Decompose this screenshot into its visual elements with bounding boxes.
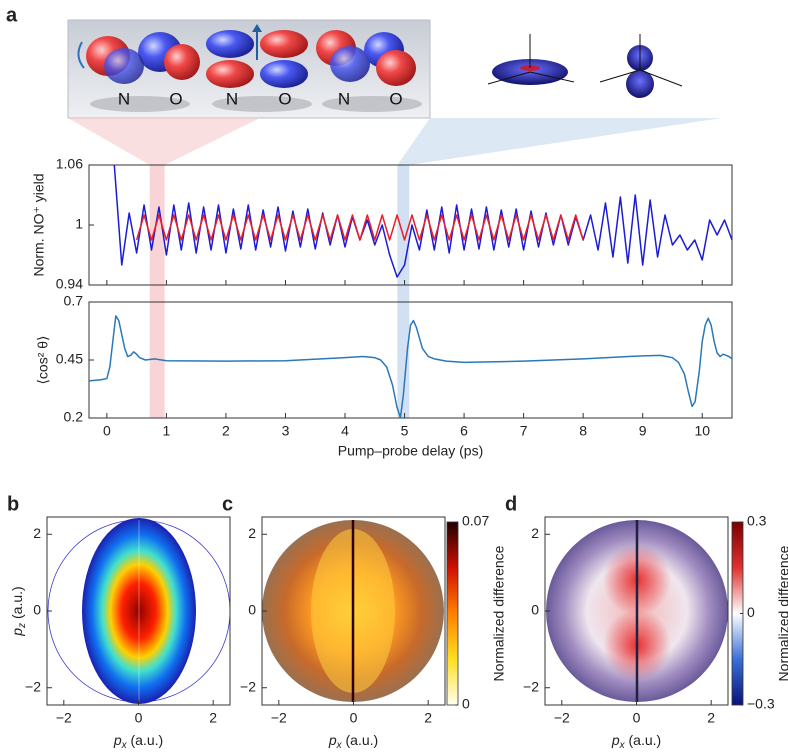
atom-label: O <box>278 89 291 108</box>
y-tick-label: 0.7 <box>64 293 84 309</box>
x-tick-label: 4 <box>341 423 349 439</box>
highlight-band <box>149 165 165 418</box>
illustration <box>67 19 431 119</box>
y-axis-title: ⟨cos² θ⟩ <box>35 335 51 384</box>
difference-image <box>262 520 444 702</box>
y-tick-label: 2 <box>248 525 256 541</box>
atom-label: N <box>338 89 350 108</box>
x-tick-label: 2 <box>707 710 715 726</box>
x-tick-label: 8 <box>579 423 587 439</box>
x-tick-label: 0 <box>103 423 111 439</box>
highlight-band <box>397 165 410 418</box>
orbital-icons <box>487 34 683 98</box>
colorbar-tick-label: 0 <box>747 604 755 620</box>
y-axis-title: pz (a.u.) <box>9 586 28 636</box>
highlight-connector <box>68 118 260 165</box>
symbol: p <box>9 628 25 637</box>
panel-label: d <box>505 493 517 515</box>
y-tick-label: 1.06 <box>56 156 83 172</box>
colorbar-title: Normalized difference <box>776 545 788 681</box>
x-axis-title: px (a.u.) <box>611 732 661 751</box>
x-tick-label: 7 <box>520 423 528 439</box>
plot-frame <box>88 301 733 419</box>
panel-label: b <box>7 493 19 515</box>
x-axis-title: px (a.u.) <box>328 732 378 751</box>
symbol: p <box>113 732 122 748</box>
subscript: x <box>121 740 128 751</box>
x-tick-label: 2 <box>222 423 230 439</box>
x-tick-label: 0 <box>350 710 358 726</box>
colorbar-tick-label: 0 <box>462 696 470 712</box>
y-tick-label: −2 <box>240 678 256 694</box>
data-line <box>113 164 733 278</box>
colorbar <box>446 521 459 706</box>
y-tick-label: 2 <box>531 525 539 541</box>
atom-label: O <box>389 89 402 108</box>
unit: (a.u.) <box>127 732 164 748</box>
x-tick-label: 10 <box>694 423 710 439</box>
data-line <box>88 315 733 419</box>
data-line <box>135 214 584 241</box>
x-tick-label: 5 <box>401 423 409 439</box>
panel-label: a <box>6 4 18 26</box>
atom-label: O <box>169 89 182 108</box>
atom-label: N <box>226 89 238 108</box>
x-tick-label: −2 <box>56 710 72 726</box>
x-tick-label: 1 <box>162 423 170 439</box>
x-tick-label: 2 <box>209 710 217 726</box>
momentum-image <box>47 518 231 704</box>
unit: (a.u.) <box>342 732 379 748</box>
y-tick-label: 0.94 <box>56 276 83 292</box>
atom-label: N <box>118 89 130 108</box>
y-tick-label: 0 <box>248 602 256 618</box>
x-tick-label: 9 <box>639 423 647 439</box>
y-tick-label: 0.2 <box>64 409 84 425</box>
x-tick-label: 0 <box>633 710 641 726</box>
x-tick-label: −2 <box>554 710 570 726</box>
colorbar-title: Normalized difference <box>491 545 507 681</box>
y-tick-label: −2 <box>523 678 539 694</box>
x-tick-label: −2 <box>271 710 287 726</box>
y-tick-label: −2 <box>25 678 41 694</box>
unit: (a.u.) <box>625 732 662 748</box>
symbol: p <box>328 732 337 748</box>
y-tick-label: 2 <box>33 525 41 541</box>
x-tick-label: 3 <box>282 423 290 439</box>
x-tick-label: 2 <box>424 710 432 726</box>
highlight-connector <box>397 118 722 165</box>
x-axis-title: Pump–probe delay (ps) <box>338 443 484 459</box>
x-tick-label: 6 <box>460 423 468 439</box>
subscript: x <box>336 740 343 751</box>
colorbar-tick-label: 0.07 <box>462 513 489 529</box>
panel-label: c <box>222 493 233 515</box>
subscript: z <box>17 623 28 629</box>
colorbar-tick-label: −0.3 <box>747 696 775 712</box>
y-tick-label: 0 <box>531 602 539 618</box>
y-tick-label: 1 <box>75 216 83 232</box>
unit: (a.u.) <box>9 586 25 623</box>
difference-image <box>546 520 728 702</box>
y-tick-label: 0.45 <box>56 351 83 367</box>
x-tick-label: 0 <box>135 710 143 726</box>
y-tick-label: 0 <box>33 602 41 618</box>
x-axis-title: px (a.u.) <box>113 732 163 751</box>
subscript: x <box>619 740 626 751</box>
symbol: p <box>611 732 620 748</box>
y-axis-title: Norm. NO⁺ yield <box>31 173 47 276</box>
colorbar-tick-label: 0.3 <box>747 513 767 529</box>
